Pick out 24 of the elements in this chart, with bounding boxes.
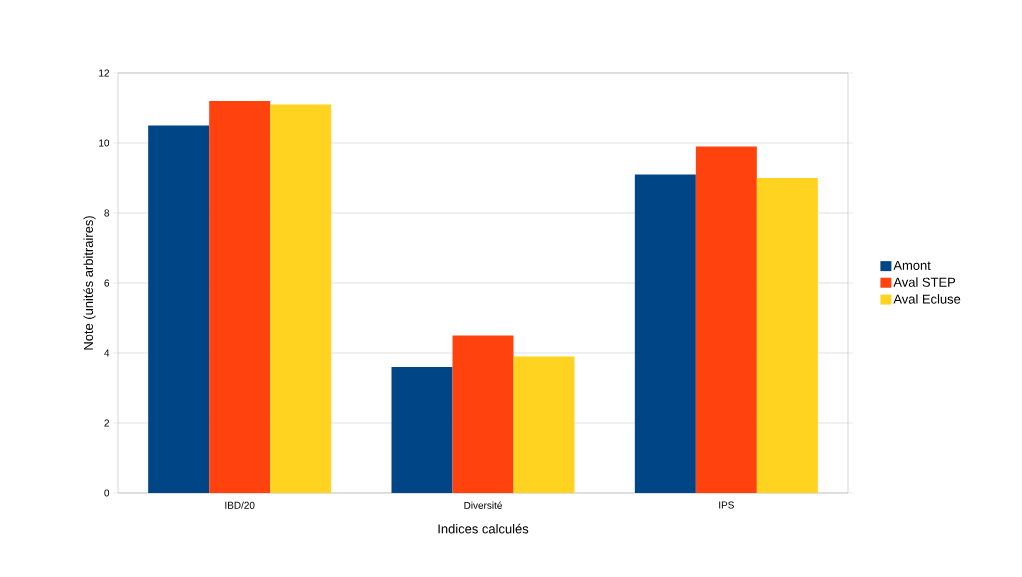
- bar: [209, 100, 271, 493]
- x-tick-label: Diversité: [464, 501, 502, 509]
- y-tick-label: 4: [104, 349, 110, 357]
- legend-label: Aval STEP: [893, 277, 956, 287]
- bar: [452, 335, 514, 493]
- bar: [756, 177, 818, 493]
- y-tick-label: 2: [104, 419, 109, 427]
- legend-label: Aval Ecluse: [893, 294, 961, 304]
- x-tick-label: IPS: [719, 501, 734, 509]
- bar: [391, 366, 453, 493]
- bar: [513, 356, 575, 493]
- bar: [270, 104, 332, 493]
- y-tick-label: 6: [104, 279, 110, 287]
- y-tick-label: 12: [99, 69, 109, 77]
- x-tick-label: IBD/20: [225, 501, 255, 509]
- x-axis-title: Indices calculés: [438, 523, 529, 534]
- y-tick-label: 10: [99, 139, 110, 147]
- legend-label: Amont: [893, 260, 931, 270]
- y-tick-label: 0: [104, 489, 110, 497]
- bar: [148, 125, 210, 493]
- y-tick-label: 8: [104, 209, 110, 217]
- bar: [695, 146, 757, 493]
- y-axis-title: Note (unités arbitraires): [83, 216, 96, 350]
- bar: [634, 174, 696, 493]
